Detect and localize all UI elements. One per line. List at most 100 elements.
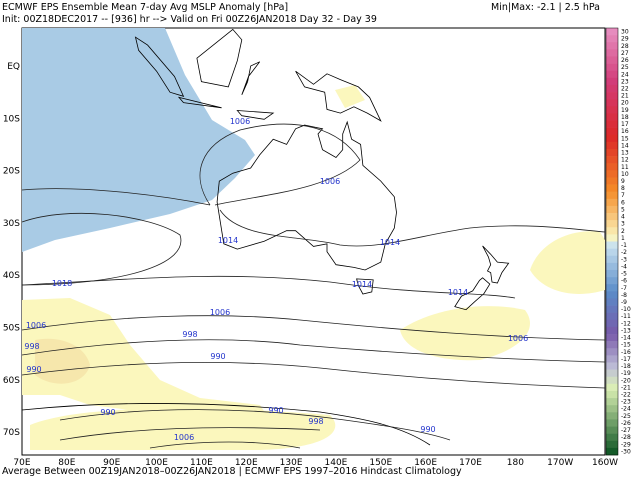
- colorbar-swatch: [606, 362, 618, 370]
- colorbar-label: 18: [621, 114, 629, 121]
- contour-label: 1006: [210, 308, 230, 317]
- colorbar-swatch: [606, 63, 618, 71]
- colorbar-label: -28: [621, 434, 631, 441]
- colorbar-label: 30: [621, 29, 629, 36]
- colorbar-swatch: [606, 390, 618, 399]
- colorbar-swatch: [606, 170, 618, 178]
- colorbar-swatch: [606, 376, 618, 385]
- colorbar-swatch: [606, 113, 618, 121]
- contour-label: 998: [308, 417, 323, 426]
- colorbar-label: 15: [621, 135, 629, 142]
- lat-label: 40S: [3, 271, 20, 281]
- colorbar-swatch: [606, 412, 618, 420]
- lon-label: 130E: [280, 458, 303, 468]
- colorbar-swatch: [606, 213, 618, 221]
- colorbar-swatch: [606, 92, 618, 100]
- labels: EQ 10S 20S 30S 40S 50S 60S 70S 70E 80E 90E 100E 110E…: [3, 62, 618, 468]
- colorbar-label: -18: [621, 363, 631, 370]
- colorbar-swatch: [606, 191, 618, 200]
- colorbar-swatch: [606, 220, 618, 228]
- isobar: [21, 361, 606, 389]
- colorbar-label: -9: [621, 299, 627, 306]
- colorbar-swatch: [606, 141, 618, 150]
- colorbar-swatch: [606, 184, 618, 192]
- contour-label: 1014: [448, 288, 468, 297]
- colorbar-label: -17: [621, 356, 631, 363]
- lon-label: 170W: [547, 458, 573, 468]
- colorbar-label: -1: [621, 242, 627, 249]
- coastline: [482, 245, 510, 284]
- colorbar-swatch: [606, 163, 618, 171]
- colorbar-swatch: [606, 120, 618, 128]
- isobars: [21, 123, 606, 449]
- contour-label: 998: [24, 342, 39, 351]
- colorbar-label: -10: [621, 306, 631, 313]
- isobar: [21, 315, 606, 341]
- colorbar-label: 1: [621, 235, 625, 242]
- contour-label: 1006: [230, 117, 250, 126]
- contour-label: 990: [420, 425, 435, 434]
- lon-label: 120E: [235, 458, 258, 468]
- colorbar-label: 27: [621, 50, 629, 57]
- lat-label: 30S: [3, 219, 20, 229]
- colorbar-swatch: [606, 348, 618, 356]
- colorbar-swatch: [606, 369, 618, 378]
- colorbar-swatch: [606, 134, 618, 143]
- coastline: [216, 120, 397, 271]
- colorbar-label: 19: [621, 107, 629, 114]
- colorbar-swatch: [606, 291, 618, 299]
- colorbar-swatch: [606, 447, 618, 456]
- colorbar-label: 10: [621, 171, 629, 178]
- colorbar-swatch: [606, 355, 618, 363]
- colorbar-label: -6: [621, 278, 627, 285]
- colorbar-label: -14: [621, 335, 631, 342]
- colorbar-label: 23: [621, 78, 629, 85]
- contour-label: 1018: [52, 279, 72, 288]
- colorbar-swatch: [606, 198, 618, 207]
- colorbar-label: 26: [621, 57, 629, 64]
- colorbar-label: -22: [621, 392, 631, 399]
- colorbar-label: -5: [621, 271, 627, 278]
- colorbar-swatch: [606, 234, 618, 242]
- lon-label: 170E: [459, 458, 482, 468]
- isobar: [21, 275, 516, 299]
- coastline: [454, 277, 491, 311]
- contour-label: 1014: [218, 236, 238, 245]
- colorbar-label: 21: [621, 93, 629, 100]
- colorbar-label: -27: [621, 427, 631, 434]
- isobar: [199, 123, 361, 206]
- lat-label: 70S: [3, 428, 20, 438]
- colorbar-swatch: [606, 56, 618, 64]
- colorbar-swatch: [606, 70, 618, 79]
- colorbar-swatch: [606, 269, 618, 278]
- colorbar-label: -16: [621, 349, 631, 356]
- colorbar-label: 16: [621, 128, 629, 135]
- colorbar-swatch: [606, 177, 618, 185]
- coastline: [196, 28, 243, 88]
- colorbar-swatch: [606, 383, 618, 392]
- contour-label: 1006: [26, 321, 46, 330]
- lon-label: 90E: [103, 458, 120, 468]
- colorbar-swatch: [606, 77, 618, 86]
- lon-label: 160W: [592, 458, 618, 468]
- lon-label: 180: [507, 458, 524, 468]
- colorbar-label: 11: [621, 164, 629, 171]
- lat-label: 20S: [3, 167, 20, 177]
- colorbar-label: 29: [621, 36, 629, 43]
- colorbar-swatch: [606, 319, 618, 328]
- isobar: [21, 188, 211, 206]
- contour-label: 1014: [352, 280, 372, 289]
- contour-label: 990: [26, 365, 41, 374]
- positive-anomaly: [22, 298, 270, 420]
- isobar: [59, 427, 321, 441]
- contour-label: 990: [268, 406, 283, 415]
- colorbar-swatch: [606, 433, 618, 442]
- title: ECMWF EPS Ensemble Mean 7-day Avg MSLP A…: [2, 2, 288, 13]
- colorbar-swatch: [606, 341, 618, 349]
- colorbar-label: -12: [621, 320, 631, 327]
- positive-anomaly: [30, 408, 336, 450]
- colorbar-label: -13: [621, 327, 631, 334]
- colorbar-swatch: [606, 426, 618, 434]
- colorbar-swatch: [606, 440, 618, 449]
